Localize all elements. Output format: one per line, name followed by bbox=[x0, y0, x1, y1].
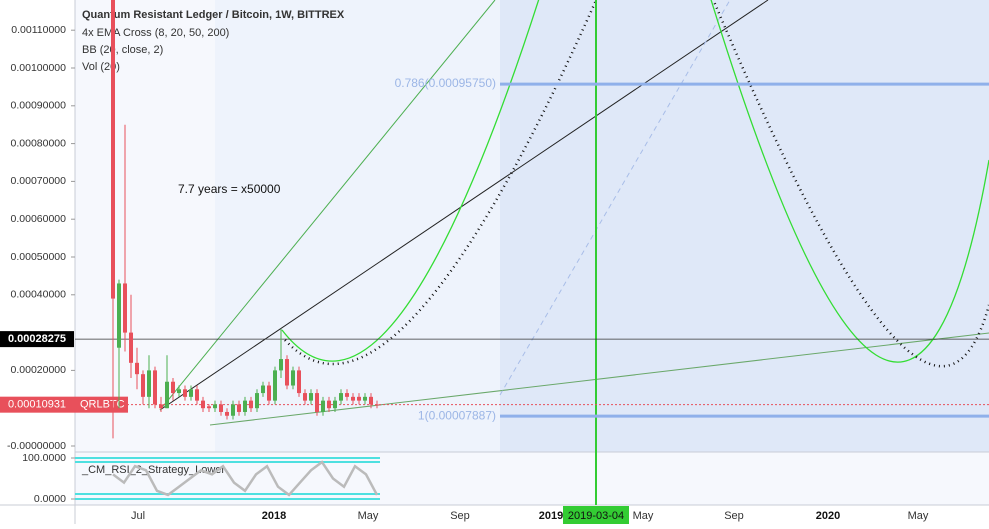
candle-body bbox=[273, 370, 277, 401]
curve bbox=[281, 0, 540, 362]
indicator-label: BB (20, close, 2) bbox=[82, 44, 163, 56]
candle-body bbox=[279, 359, 283, 371]
x-tick-label: May bbox=[358, 510, 379, 522]
candle-body bbox=[327, 400, 331, 409]
x-tick-label: May bbox=[633, 510, 654, 522]
rsi-line bbox=[112, 460, 379, 497]
candle-body bbox=[321, 400, 325, 412]
candle-body bbox=[243, 400, 247, 412]
y-tick-label: 0.00050000 bbox=[11, 251, 67, 263]
x-tick-label: Sep bbox=[450, 510, 470, 522]
x-tick-label: 2020 bbox=[816, 510, 840, 522]
y-tick-label: 0.00110000 bbox=[11, 24, 66, 36]
curve bbox=[710, 0, 989, 363]
candle-body bbox=[171, 381, 175, 394]
candle-body bbox=[255, 393, 259, 409]
trend-line bbox=[499, 0, 731, 396]
trend-line bbox=[159, 0, 769, 411]
candle-body bbox=[225, 411, 229, 416]
candle-body bbox=[129, 332, 133, 363]
candle-body bbox=[315, 393, 319, 412]
x-tick-label: May bbox=[908, 510, 929, 522]
rsi-tick-label: 0.0000 bbox=[34, 493, 66, 505]
candle-body bbox=[357, 396, 361, 401]
date-label: 2019-03-04 bbox=[568, 510, 624, 522]
fib-label: 1(0.00007887) bbox=[418, 408, 496, 422]
price-tag-label: 0.00028275 bbox=[8, 333, 66, 345]
candle-body bbox=[261, 385, 265, 394]
symbol-label: QRLBTC bbox=[80, 399, 125, 411]
candle-body bbox=[339, 393, 343, 401]
y-tick-label: 0.00100000 bbox=[11, 62, 67, 74]
curve bbox=[712, 0, 989, 368]
candle-body bbox=[207, 406, 211, 409]
y-tick-label: 0.00020000 bbox=[11, 364, 67, 376]
fib-label: 0.786(0.00095750) bbox=[395, 76, 496, 90]
candle-body bbox=[135, 362, 139, 375]
candle-body bbox=[183, 389, 187, 397]
candle-body bbox=[201, 400, 205, 409]
candle-body bbox=[111, 0, 115, 299]
shade bbox=[215, 0, 500, 452]
candle-body bbox=[159, 404, 163, 409]
candle-body bbox=[363, 396, 367, 401]
candle-body bbox=[345, 393, 349, 397]
rsi-title: _CM_RSI_2_Strategy_Lower bbox=[81, 464, 225, 476]
candle-body bbox=[219, 404, 223, 412]
x-tick-label: 2018 bbox=[262, 510, 286, 522]
y-tick-label: -0.00000000 bbox=[7, 440, 66, 452]
shade bbox=[500, 0, 989, 452]
y-tick-label: 0.00060000 bbox=[11, 213, 67, 225]
y-tick-label: 0.00040000 bbox=[11, 289, 67, 301]
date-tag bbox=[563, 506, 629, 524]
curve bbox=[284, 0, 598, 366]
candle-body bbox=[249, 400, 253, 409]
price-tag bbox=[0, 396, 128, 413]
candle-body bbox=[351, 396, 355, 401]
candle-body bbox=[291, 370, 295, 386]
candle-body bbox=[303, 393, 307, 401]
candle-body bbox=[333, 400, 337, 409]
candle-body bbox=[297, 370, 301, 394]
candle-body bbox=[153, 370, 157, 405]
indicator-label: 4x EMA Cross (8, 20, 50, 200) bbox=[82, 27, 229, 39]
price-tag-label: 0.00010931 bbox=[8, 399, 66, 411]
trend-line bbox=[159, 0, 496, 411]
candle-body bbox=[189, 389, 193, 397]
candle-body bbox=[375, 404, 379, 406]
candle-body bbox=[309, 393, 313, 401]
candle-body bbox=[237, 404, 241, 412]
price-tag bbox=[0, 331, 74, 348]
candle-body bbox=[285, 359, 289, 386]
candle-body bbox=[213, 404, 217, 409]
candle-body bbox=[267, 385, 271, 401]
candle-body bbox=[231, 404, 235, 416]
y-tick-label: 0.00090000 bbox=[11, 100, 67, 112]
candle-body bbox=[165, 381, 169, 409]
chart-title: Quantum Resistant Ledger / Bitcoin, 1W, … bbox=[82, 9, 345, 21]
trend-line bbox=[209, 332, 989, 426]
candle-body bbox=[117, 283, 121, 348]
indicator-label: Vol (20) bbox=[82, 61, 120, 73]
candle-body bbox=[195, 389, 199, 401]
candle-body bbox=[147, 370, 151, 397]
annotation: 7.7 years = x50000 bbox=[178, 182, 281, 196]
y-tick-label: 0.00080000 bbox=[11, 137, 67, 149]
candle-body bbox=[141, 374, 145, 397]
candle-body bbox=[177, 389, 181, 394]
rsi-tick-label: 100.0000 bbox=[22, 452, 66, 464]
x-tick-label: Jul bbox=[131, 510, 145, 522]
y-tick-label: 0.00070000 bbox=[11, 175, 67, 187]
candle-body bbox=[369, 396, 373, 405]
candle-body bbox=[123, 283, 127, 333]
x-tick-label: Sep bbox=[724, 510, 744, 522]
x-tick-label: 2019 bbox=[539, 510, 563, 522]
